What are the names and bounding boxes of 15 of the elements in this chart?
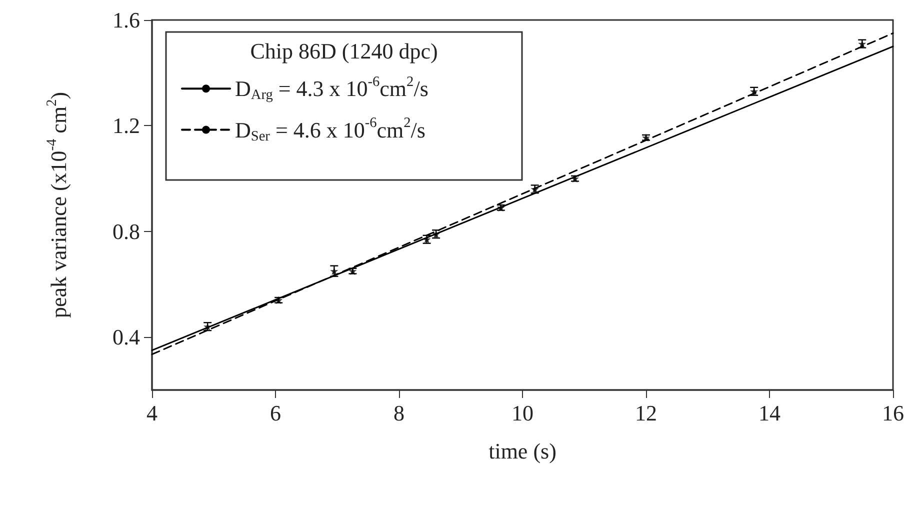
y-tick-label: 0.4	[112, 324, 140, 350]
y-tick-label: 1.2	[112, 113, 140, 138]
point	[330, 267, 338, 276]
x-tick-label: 4	[146, 400, 158, 426]
x-tick-label: 14	[758, 400, 780, 426]
x-tick-label: 6	[270, 400, 281, 426]
x-tick-label: 8	[394, 400, 404, 426]
x-tick-label: 12	[635, 400, 657, 426]
legend-title: Chip 86D (1240 dpc)	[250, 38, 438, 64]
x-tick-label: 16	[882, 400, 904, 426]
x-tick-label: 10	[512, 400, 534, 426]
y-tick-label: 1.6	[112, 8, 140, 32]
y-axis-title: peak variance (x10-4 cm2)	[44, 92, 71, 318]
y-tick-label: 0.8	[112, 218, 140, 244]
x-axis-title: time (s)	[488, 438, 556, 464]
